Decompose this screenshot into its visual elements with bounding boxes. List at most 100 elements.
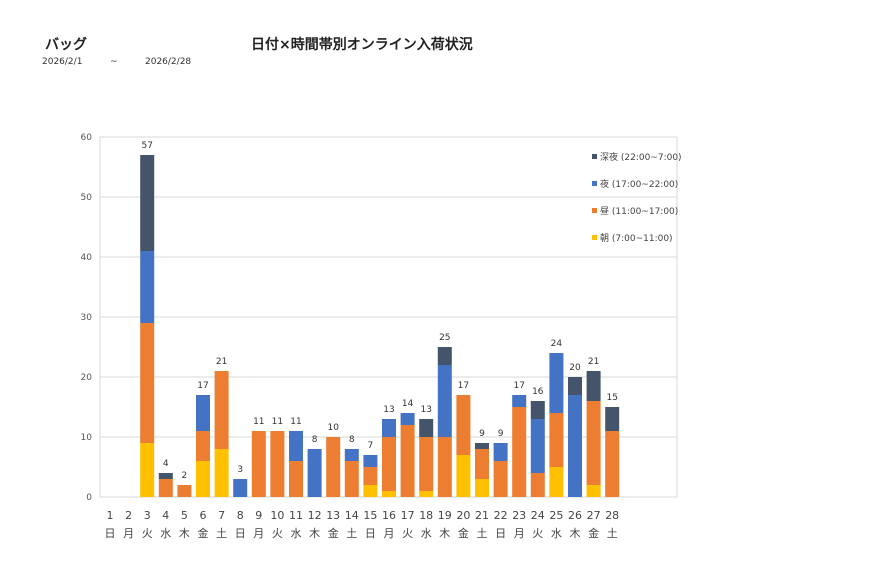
data-label: 13 [420,405,431,415]
bar-segment-2 [177,485,192,497]
x-weekday-label: 土 [216,527,227,540]
data-label: 10 [327,423,339,433]
x-weekday-label: 金 [198,526,209,540]
bar-segment-3 [289,431,303,461]
bar-segment-2 [549,413,564,467]
x-tick-label: 18 [419,509,433,522]
date-to: 2026/2/28 [145,57,192,67]
data-label: 17 [458,381,469,391]
bar-segment-2 [493,461,508,497]
legend-swatch [592,235,597,240]
bar-segment-2 [456,395,471,455]
bar-segment-3 [382,419,396,437]
bar-segment-3 [512,395,527,407]
x-weekday-label: 木 [309,527,320,540]
data-label: 21 [216,357,227,367]
x-weekday-label: 日 [365,527,376,540]
bar-segment-2 [158,479,173,497]
bar-segment-4 [158,473,173,479]
y-tick-label: 50 [81,193,93,203]
bar-segment-3 [549,353,564,413]
data-label: 17 [513,381,524,391]
x-tick-label: 28 [605,509,619,522]
x-weekday-label: 火 [402,527,413,540]
bar-segment-2 [586,401,601,485]
page-title: 日付×時間帯別オンライン入荷状況 [251,37,473,53]
bar-segment-2 [437,437,452,497]
x-weekday-label: 金 [458,526,469,540]
bar-segment-3 [233,479,248,497]
x-tick-label: 27 [587,509,601,522]
data-label: 3 [237,465,243,475]
x-tick-label: 15 [363,509,377,522]
data-label: 24 [551,339,563,349]
x-weekday-label: 水 [160,527,171,540]
x-weekday-label: 木 [179,527,190,540]
bar-segment-4 [419,419,434,437]
x-weekday-label: 土 [607,527,618,540]
bar-segment-1 [140,443,155,497]
x-tick-label: 5 [181,509,188,522]
x-weekday-label: 日 [105,527,116,540]
bar-segment-2 [605,431,620,497]
bar-segment-2 [251,431,266,497]
legend-label: 朝 (7:00~11:00) [600,233,673,244]
x-weekday-label: 月 [384,527,395,540]
y-tick-label: 30 [81,313,93,323]
bar-segment-3 [437,365,452,437]
bar-segment-1 [586,485,601,497]
data-label: 2 [182,471,188,481]
date-from: 2026/2/1 [42,57,83,67]
x-tick-label: 22 [494,509,508,522]
bar-segment-4 [140,155,155,251]
x-weekday-label: 日 [495,527,506,540]
bar-segment-1 [382,491,396,497]
bar-segment-3 [493,443,508,461]
x-tick-label: 2 [125,509,132,522]
bar-segment-1 [419,491,434,497]
data-label: 14 [402,399,414,409]
bar-segment-3 [140,251,155,323]
bar-segment-2 [140,323,155,443]
bar-segment-2 [400,425,415,497]
data-label: 11 [272,417,283,427]
bar-segment-3 [344,449,359,461]
bar-segment-4 [437,347,452,365]
bar-segment-2 [270,431,285,497]
legend-swatch [592,181,597,186]
bar-segment-4 [568,377,582,395]
data-label: 8 [312,435,318,445]
x-weekday-label: 金 [588,526,599,540]
bar-segment-2 [419,437,434,491]
x-tick-label: 25 [549,509,563,522]
category-label: バッグ [45,37,87,53]
x-weekday-label: 月 [253,527,264,540]
y-tick-label: 40 [81,253,93,263]
bar-segment-2 [344,461,359,497]
date-separator: ~ [110,57,118,67]
y-tick-label: 20 [81,373,93,383]
x-weekday-label: 土 [477,527,488,540]
x-weekday-label: 火 [272,527,283,540]
x-tick-label: 4 [162,509,169,522]
y-tick-label: 10 [81,433,93,443]
bar-segment-4 [475,443,489,449]
x-tick-label: 21 [475,509,489,522]
data-label: 17 [197,381,208,391]
x-tick-label: 13 [326,509,340,522]
bar-segment-2 [196,431,210,461]
bar-segment-3 [307,449,322,497]
x-weekday-label: 火 [532,527,543,540]
bar-segment-1 [363,485,378,497]
x-weekday-label: 月 [514,527,525,540]
data-label: 13 [383,405,394,415]
x-tick-label: 8 [237,509,244,522]
x-weekday-label: 火 [142,527,153,540]
legend-label: 夜 (17:00~22:00) [600,178,678,190]
x-tick-label: 19 [438,509,452,522]
x-tick-label: 3 [144,509,151,522]
bar-segment-3 [400,413,415,425]
bar-segment-2 [289,461,303,497]
bar-segment-3 [568,395,582,497]
